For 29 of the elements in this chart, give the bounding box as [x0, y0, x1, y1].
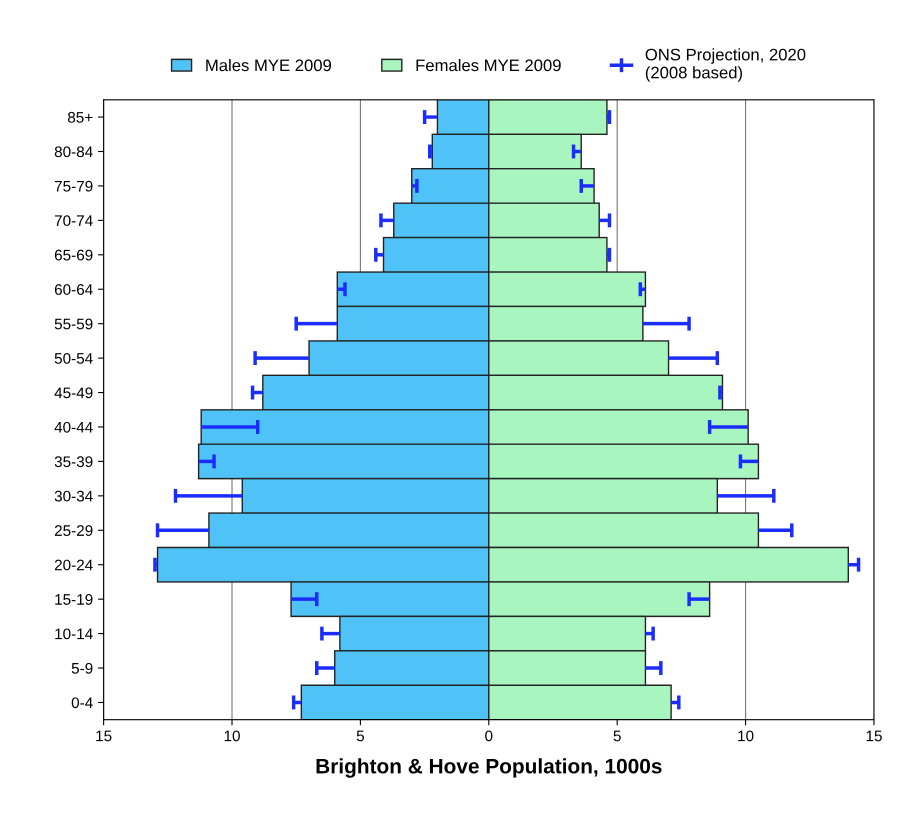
x-tick-label: 5	[614, 730, 621, 742]
y-tick-label: 50-54	[54, 352, 93, 364]
x-tick-label: 0	[485, 730, 492, 742]
legend-label: Females MYE 2009	[416, 58, 561, 72]
y-tick-label: 30-34	[54, 490, 93, 502]
x-tick-label: 15	[866, 730, 882, 742]
y-tick-label: 80-84	[54, 146, 93, 158]
y-tick-label: 45-49	[54, 387, 92, 398]
y-tick-label: 60-64	[54, 284, 93, 295]
y-tick-label: 25-29	[54, 525, 92, 536]
y-tick-label: 20-24	[54, 560, 93, 570]
y-tick-label: 5-9	[72, 662, 92, 674]
y-tick-label: 40-44	[54, 422, 93, 433]
legend-label: Males MYE 2009	[206, 58, 332, 72]
y-tick-label: 85+	[68, 112, 92, 123]
x-tick-label: 15	[96, 730, 112, 742]
y-tick-label: 70-74	[54, 215, 93, 226]
x-tick-label: 10	[224, 730, 240, 742]
y-tick-label: 15-19	[55, 594, 92, 605]
y-tick-label: 0-4	[72, 697, 93, 708]
x-tick-label: 10	[738, 730, 754, 742]
y-tick-label: 10-14	[55, 628, 93, 640]
y-tick-label: 35-39	[54, 456, 92, 468]
text: ONS Projection, 2020 (2008 based)	[646, 48, 806, 82]
y-tick-label: 65-69	[54, 250, 92, 260]
x-axis-title: Brighton & Hove Population, 1000s	[316, 758, 662, 778]
x-tick-label: 5	[356, 730, 364, 742]
y-tick-label: 55-59	[54, 318, 92, 330]
y-tick-label: 75-79	[54, 180, 92, 192]
